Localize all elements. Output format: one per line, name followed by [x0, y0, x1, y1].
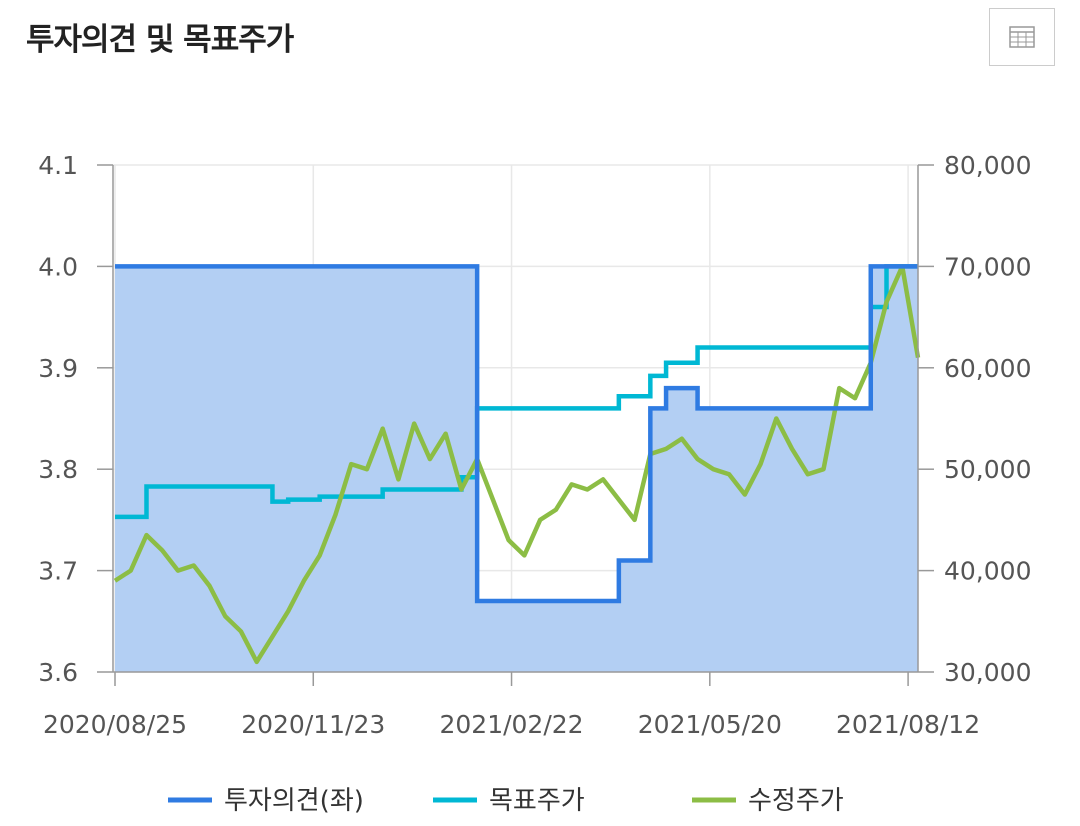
legend-label: 투자의견(좌)	[224, 786, 364, 816]
y-right-tick-label: 50,000	[944, 455, 1031, 484]
y-left-tick-label: 3.9	[38, 354, 78, 383]
y-right-tick-label: 60,000	[944, 354, 1031, 383]
y-right-tick-label: 70,000	[944, 252, 1031, 281]
y-left-tick-label: 3.7	[38, 557, 78, 586]
y-right-tick-label: 30,000	[944, 658, 1031, 687]
opinion-area-fill	[115, 266, 918, 672]
legend: 투자의견(좌) 목표주가 수정주가	[168, 786, 844, 816]
y-left-tick-label: 3.6	[38, 658, 78, 687]
y-left-tick-label: 4.1	[38, 151, 78, 180]
x-tick-label: 2020/08/25	[43, 710, 187, 739]
table-view-button[interactable]	[989, 8, 1055, 66]
legend-label: 목표주가	[489, 786, 585, 816]
y-left-tick-label: 4.0	[38, 252, 78, 281]
series-line-target-price	[115, 264, 918, 520]
y-left-tick-labels: 4.1 4.0 3.9 3.8 3.7 3.6	[38, 151, 78, 687]
opinion-area	[115, 266, 918, 672]
x-tick-label: 2020/11/23	[241, 710, 385, 739]
series-line-opinion	[115, 264, 918, 604]
x-tick-label: 2021/02/22	[439, 710, 583, 739]
x-tick-labels: 2020/08/25 2020/11/23 2021/02/22 2021/05/20…	[43, 710, 980, 739]
series-line-adjusted-price	[113, 264, 921, 665]
x-tick-label: 2021/05/20	[638, 710, 782, 739]
y-right-tick-labels: 80,000 70,000 60,000 50,000 40,000 30,000	[944, 151, 1031, 687]
x-tick-label: 2021/08/12	[836, 710, 980, 739]
table-grid-icon	[1009, 26, 1035, 48]
axes	[97, 164, 934, 686]
y-right-tick-label: 40,000	[944, 557, 1031, 586]
y-left-tick-label: 3.8	[38, 455, 78, 484]
y-right-tick-label: 80,000	[944, 151, 1031, 180]
legend-label: 수정주가	[748, 786, 844, 816]
series-lines	[113, 264, 921, 665]
chart-title: 투자의견 및 목표주가	[26, 22, 294, 58]
